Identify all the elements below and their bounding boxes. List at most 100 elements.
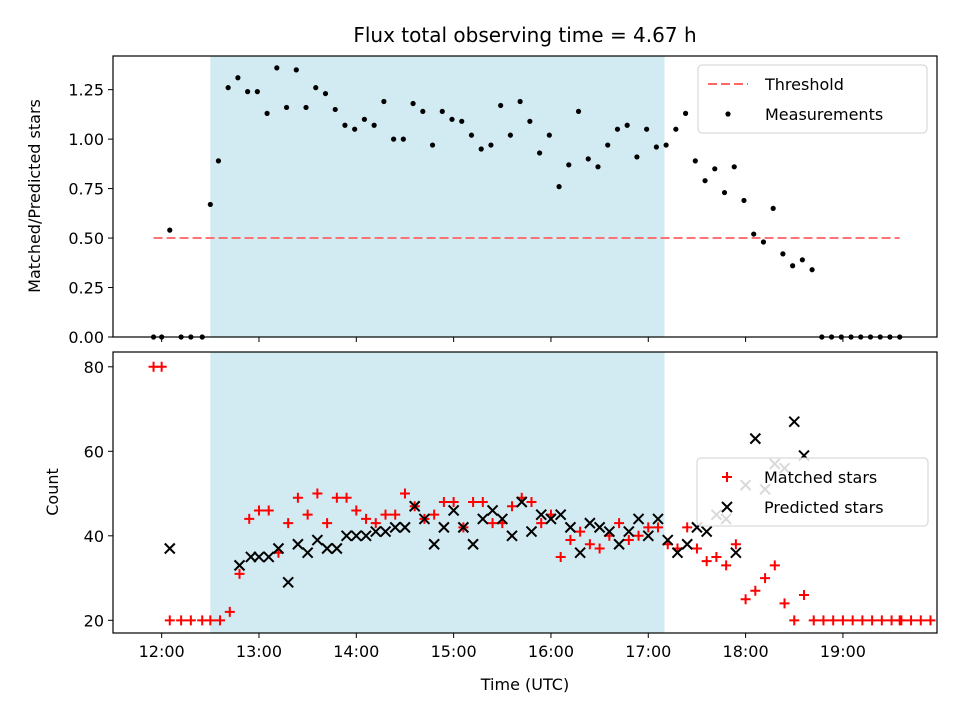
measurement-point: [410, 100, 416, 107]
legend-predicted-marker: [721, 501, 733, 513]
matched-star-point: [526, 497, 537, 508]
measurement-point: [682, 110, 689, 116]
predicted-star-point: [360, 530, 372, 542]
matched-star-point: [760, 573, 771, 584]
matched-star-point: [224, 606, 235, 617]
x-axis-label: Time (UTC): [480, 675, 569, 694]
measurement-point: [556, 184, 562, 190]
predicted-star-point: [399, 521, 411, 534]
matched-star-point: [682, 522, 693, 533]
matched-star-point: [312, 488, 323, 499]
predicted-star-point: [584, 517, 596, 529]
predicted-star-point: [438, 521, 450, 534]
matched-star-point: [857, 615, 868, 626]
y-tick-label: 0.00: [68, 328, 104, 347]
predicted-star-point: [263, 551, 275, 563]
measurement-point: [439, 108, 445, 115]
matched-star-point: [253, 505, 264, 516]
measurement-point: [712, 166, 718, 172]
predicted-star-point: [379, 525, 392, 538]
measurement-point: [332, 106, 338, 113]
predicted-star-point: [301, 547, 314, 559]
measurement-point: [575, 108, 582, 115]
predicted-star-point: [477, 513, 489, 525]
measurement-point: [644, 126, 650, 132]
top-y-axis-label: Matched/Predicted stars: [25, 99, 44, 293]
measurement-point: [381, 98, 387, 105]
matched-star-point: [380, 509, 391, 520]
measurement-point: [751, 231, 757, 237]
matched-star-point: [185, 615, 196, 626]
measurement-point: [254, 89, 260, 95]
measurement-point: [692, 158, 698, 164]
x-tick-label: 17:00: [625, 642, 671, 661]
predicted-star-point: [535, 508, 547, 521]
matched-star-point: [215, 615, 226, 626]
matched-star-point: [468, 497, 479, 508]
matched-star-point: [643, 522, 654, 533]
measurement-point: [614, 126, 621, 132]
predicted-star-point: [613, 538, 625, 550]
matched-star-point: [623, 535, 634, 546]
predicted-star-point: [340, 530, 353, 542]
measurement-point: [391, 136, 397, 142]
matched-star-point: [789, 615, 800, 626]
legend-label: Matched stars: [764, 468, 877, 487]
measurement-point: [721, 189, 728, 196]
predicted-star-point: [652, 513, 664, 525]
predicted-star-point: [331, 542, 343, 555]
measurement-point: [207, 201, 213, 208]
matched-star-point: [370, 518, 381, 529]
predicted-star-point: [486, 504, 499, 517]
matched-star-point: [847, 615, 858, 626]
matched-star-point: [711, 551, 722, 562]
measurement-point: [634, 154, 640, 160]
measurement-point: [342, 122, 348, 128]
measurement-point: [527, 118, 533, 124]
measurement-point: [235, 75, 241, 81]
matched-star-point: [341, 492, 352, 503]
matched-star-point: [828, 615, 839, 626]
matched-star-point: [633, 530, 644, 541]
predicted-star-point: [389, 521, 401, 534]
y-tick-label: 1.25: [68, 81, 104, 100]
predicted-star-point: [506, 530, 518, 542]
predicted-star-point: [467, 538, 479, 550]
measurement-point: [546, 132, 552, 138]
matched-star-point: [925, 615, 936, 626]
bottom-panel: 20 40 60 80 12:00 13:00 14:00 15:00 16:00 17:00 18…: [84, 351, 938, 661]
predicted-star-point: [525, 525, 538, 538]
measurement-point: [478, 146, 484, 152]
matched-star-point: [894, 615, 905, 626]
matched-star-point: [507, 501, 518, 512]
matched-star-point: [244, 513, 255, 524]
measurement-point: [274, 65, 280, 71]
matched-star-point: [750, 585, 761, 596]
legend-box: [696, 457, 929, 527]
predicted-star-point: [574, 547, 586, 559]
y-tick-label: 0.75: [68, 180, 104, 199]
predicted-star-point: [632, 513, 645, 525]
matched-star-point: [536, 518, 547, 529]
measurement-point: [313, 85, 319, 91]
matched-star-point: [331, 492, 342, 503]
measurement-point: [371, 122, 377, 128]
predicted-star-point: [311, 534, 324, 546]
matched-star-point: [779, 598, 790, 609]
y-tick-label: 20: [84, 611, 104, 630]
measurement-point: [760, 239, 767, 245]
measurement-point: [585, 156, 591, 162]
measurement-point: [498, 102, 504, 109]
matched-star-point: [808, 615, 819, 626]
measurement-point: [352, 126, 358, 132]
axes-frame: [112, 55, 938, 338]
measurement-point: [595, 164, 601, 170]
predicted-star-point: [593, 521, 606, 534]
legend: Matched stars Predicted stars: [696, 457, 929, 527]
measurement-point: [780, 251, 786, 257]
measurement-point: [488, 142, 494, 148]
predicted-star-point: [428, 538, 440, 550]
matched-star-point: [302, 509, 313, 520]
measurement-point: [741, 197, 747, 204]
matched-star-point: [584, 539, 595, 550]
